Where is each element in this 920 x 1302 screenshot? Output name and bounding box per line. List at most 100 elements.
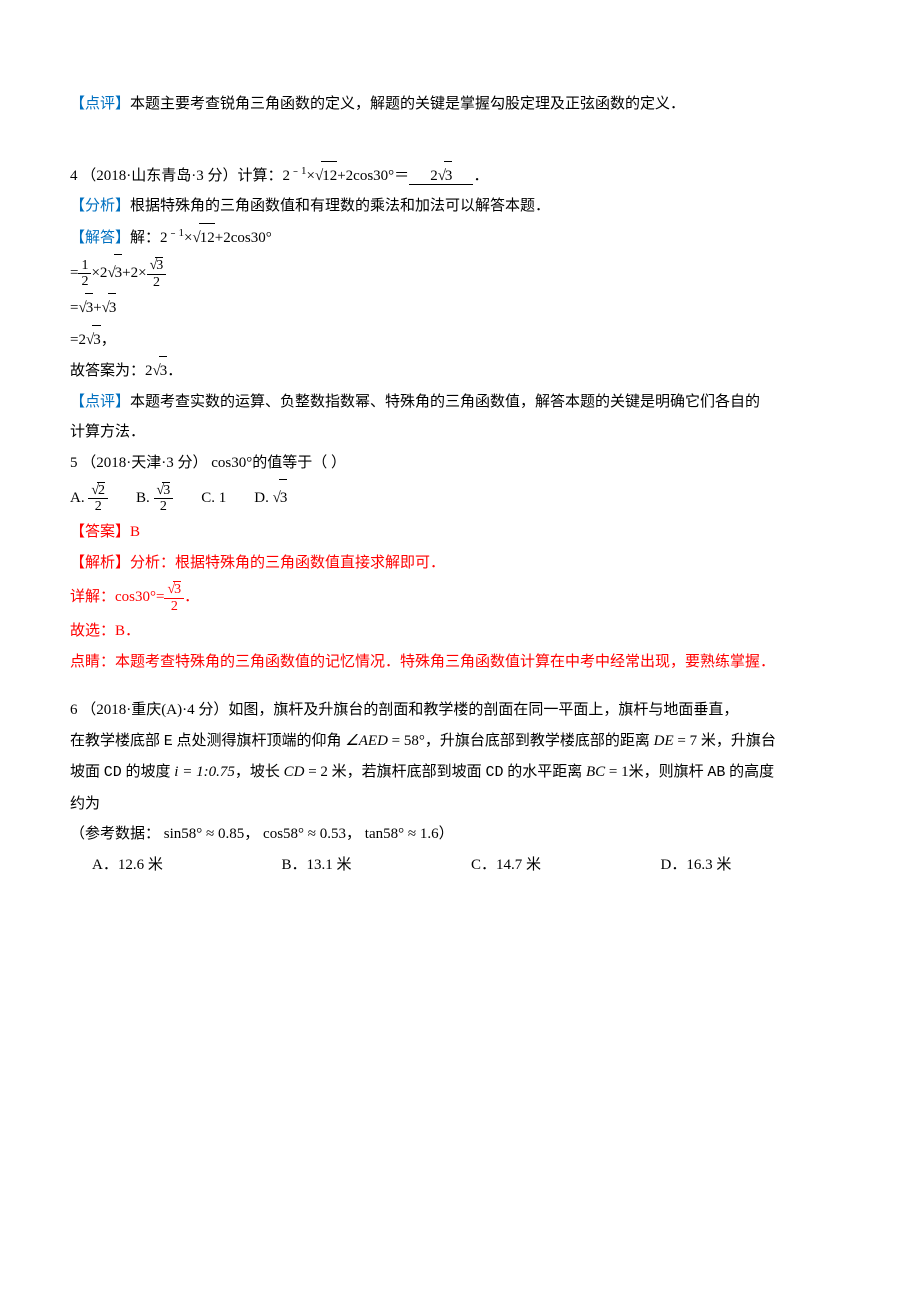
- l3p5: 的水平距离: [503, 764, 586, 780]
- sqrt-value: 3: [114, 254, 123, 291]
- final-prefix: 故答案为：2: [70, 363, 153, 379]
- frac-num: √3: [154, 482, 174, 499]
- q4-review-line1: 【点评】本题考查实数的运算、负整数指数幂、特殊角的三角函数值，解答本题的关键是明…: [70, 388, 850, 417]
- l2p3: ，升旗台底部到教学楼底部的距离: [425, 733, 654, 749]
- ref-suffix: ）: [439, 826, 454, 842]
- sqrt-value: 3: [155, 257, 163, 273]
- sqrt-value: 3: [108, 293, 117, 323]
- var-BC: BC: [586, 764, 605, 780]
- frac-den: 2: [147, 275, 167, 290]
- ref1: sin58° ≈ 0.85: [160, 826, 244, 842]
- q5-answer: 【答案】B: [70, 518, 850, 547]
- ref3: tan58° ≈ 1.6: [361, 826, 439, 842]
- review-text2: 计算方法．: [70, 424, 145, 440]
- frac-num: √3: [164, 581, 184, 598]
- answer-value: B: [130, 524, 140, 540]
- q4-final: 故答案为：2√3．: [70, 356, 850, 386]
- q6-line1: 6 （2018·重庆(A)·4 分）如图，旗杆及升旗台的剖面和教学楼的剖面在同一…: [70, 696, 850, 725]
- frac-num: 1: [78, 258, 91, 274]
- solve-label: 【解答】: [70, 230, 130, 246]
- option-b: B．13.1 米: [282, 851, 472, 880]
- eq-sign: =: [70, 300, 78, 316]
- solve-mid: ×: [184, 230, 192, 246]
- q5-detail: 详解：cos30°=√32．: [70, 579, 850, 615]
- frac-den: 2: [164, 599, 184, 614]
- answer-label: 【答案】: [70, 524, 130, 540]
- q5-tip: 点睛：本题考查特殊角的三角函数值的记忆情况．特殊角三角函数值计算在中考中经常出现…: [70, 648, 850, 677]
- exponent: ﹣1: [290, 165, 307, 177]
- mid2: +2×: [122, 265, 146, 281]
- q6-line2: 在教学楼底部 E 点处测得旗杆顶端的仰角 ∠AED = 58°，升旗台底部到教学…: [70, 727, 850, 757]
- l3p1: 坡面: [70, 764, 104, 780]
- q6-line4: 约为: [70, 790, 850, 819]
- frac-b: √32: [154, 482, 174, 515]
- option-a: A. √22: [70, 480, 108, 516]
- review-text: 本题主要考查锐角三角函数的定义，解题的关键是掌握勾股定理及正弦函数的定义．: [130, 96, 685, 112]
- l2p2: 点处测得旗杆顶端的仰角: [173, 733, 346, 749]
- solve-prefix: 解：2: [130, 230, 168, 246]
- frac-num: √3: [147, 257, 167, 274]
- q4-answer-blank: 2√3: [409, 168, 473, 185]
- detail-suffix: ．: [184, 589, 199, 605]
- q4-header: 4 （2018·山东青岛·3 分）计算：2﹣1×√12+2cos30°＝ 2√3…: [70, 161, 850, 191]
- line4-prefix: =2: [70, 332, 86, 348]
- solve-after: +2cos30°: [215, 230, 272, 246]
- frac-detail: √32: [164, 581, 184, 614]
- var-DE: DE: [654, 733, 674, 749]
- q6-options: A．12.6 米 B．13.1 米 C．14.7 米 D．16.3 米: [70, 851, 850, 880]
- q4-prefix: 4 （2018·山东青岛·3 分）计算：2: [70, 168, 290, 184]
- plus: +: [93, 300, 101, 316]
- var-AB: AB: [707, 764, 725, 781]
- option-c: C．14.7 米: [471, 851, 661, 880]
- ref2: cos58° ≈ 0.53: [259, 826, 346, 842]
- l3cdval: = 2: [304, 764, 327, 780]
- option-d: D. √3: [254, 479, 287, 516]
- eq-sign: =: [70, 265, 78, 281]
- q5-choice: 故选：B．: [70, 617, 850, 646]
- optD-label: D.: [254, 490, 272, 506]
- review-label: 【点评】: [70, 96, 130, 112]
- l2p1: 在教学楼底部: [70, 733, 164, 749]
- q6-reference: （参考数据： sin58° ≈ 0.85， cos58° ≈ 0.53， tan…: [70, 820, 850, 849]
- q5-parse: 【解析】分析：根据特殊角的三角函数值直接求解即可．: [70, 549, 850, 578]
- sqrt-value: 3: [159, 356, 168, 386]
- option-b: B. √32: [136, 480, 173, 516]
- q4-ans-coef: 2: [430, 168, 438, 184]
- q4-analysis: 【分析】根据特殊角的三角函数值和有理数的乘法和加法可以解答本题．: [70, 192, 850, 221]
- l3p3: ，坡长: [235, 764, 284, 780]
- angle-AED: ∠AED: [345, 733, 388, 749]
- frac-den: 2: [88, 499, 108, 514]
- frac-den: 2: [78, 274, 91, 289]
- spacer: [70, 121, 850, 161]
- sqrt-value: 12: [199, 223, 215, 253]
- sqrt-value: 3: [444, 161, 453, 191]
- var-E: E: [164, 733, 173, 750]
- analysis-text: 根据特殊角的三角函数值和有理数的乘法和加法可以解答本题．: [130, 198, 550, 214]
- frac2: √32: [147, 257, 167, 290]
- optB-label: B.: [136, 490, 154, 506]
- q5-options: A. √22 B. √32 C. 1 D. √3: [70, 479, 850, 516]
- line4-suffix: ，: [101, 332, 116, 348]
- q4-after: +2cos30°＝: [337, 168, 409, 184]
- sqrt-value: 3: [173, 581, 181, 597]
- frac-num: √2: [88, 482, 108, 499]
- q4-solve-line2: =12×2√3+2×√32: [70, 254, 850, 291]
- ref-comma1: ，: [244, 826, 259, 842]
- q4-mid: ×: [307, 168, 315, 184]
- l2eq: = 58°: [388, 733, 425, 749]
- frac-a: √22: [88, 482, 108, 515]
- analysis-label: 【分析】: [70, 198, 130, 214]
- option-a: A．12.6 米: [92, 851, 282, 880]
- ref-prefix: （参考数据：: [70, 826, 160, 842]
- l2p4: 米，升旗台: [697, 733, 776, 749]
- review-label: 【点评】: [70, 394, 130, 410]
- var-i: i = 1:0.75: [174, 764, 235, 780]
- sqrt-value: 3: [162, 482, 170, 498]
- l3bcval: = 1: [605, 764, 628, 780]
- option-c: C. 1: [201, 480, 226, 516]
- q4-solve-line3: =√3+√3: [70, 293, 850, 323]
- l3p4: 米，若旗杆底部到坡面: [328, 764, 486, 780]
- frac-den: 2: [154, 499, 174, 514]
- sqrt-value: 2: [97, 482, 105, 498]
- l2val: = 7: [674, 733, 697, 749]
